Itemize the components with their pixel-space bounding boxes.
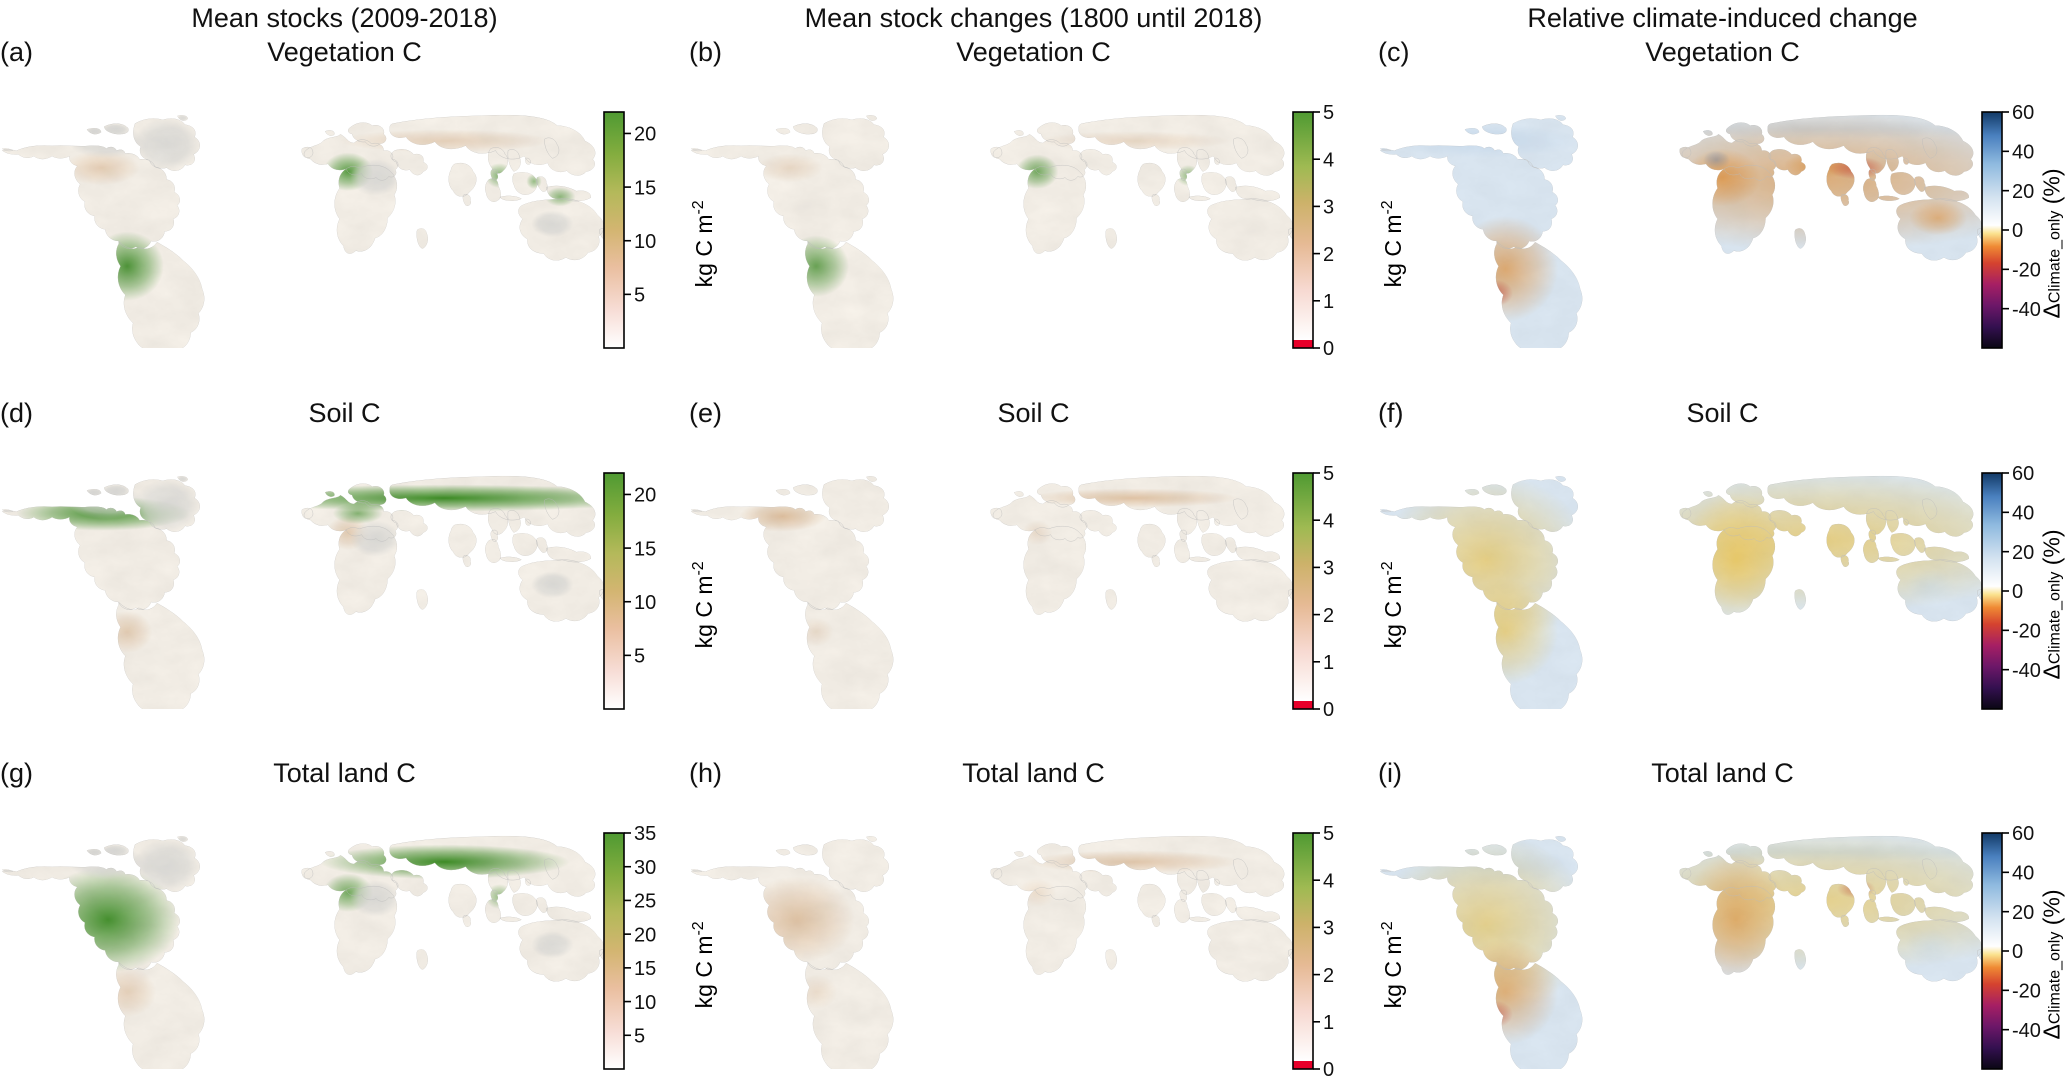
svg-text:60: 60 [2012, 102, 2034, 124]
svg-text:60: 60 [2012, 823, 2034, 845]
svg-text:5: 5 [1323, 823, 1334, 845]
svg-text:40: 40 [2012, 142, 2034, 164]
svg-text:20: 20 [2012, 902, 2034, 924]
svg-text:-20: -20 [2012, 260, 2041, 282]
svg-text:-20: -20 [2012, 981, 2041, 1003]
svg-text:30: 30 [634, 857, 656, 879]
svg-text:3: 3 [1323, 197, 1334, 219]
svg-text:5: 5 [1323, 463, 1334, 485]
svg-text:10: 10 [634, 592, 656, 614]
svg-text:4: 4 [1323, 149, 1334, 171]
svg-text:15: 15 [634, 538, 656, 560]
svg-text:0: 0 [2012, 220, 2023, 242]
svg-text:1: 1 [1323, 1012, 1334, 1034]
svg-text:1: 1 [1323, 291, 1334, 313]
svg-text:10: 10 [634, 231, 656, 253]
svg-text:-20: -20 [2012, 621, 2041, 643]
svg-text:3: 3 [1323, 918, 1334, 940]
svg-text:40: 40 [2012, 863, 2034, 885]
svg-text:20: 20 [634, 924, 656, 946]
svg-text:2: 2 [1323, 244, 1334, 266]
svg-text:3: 3 [1323, 558, 1334, 580]
svg-text:35: 35 [634, 823, 656, 845]
svg-text:5: 5 [1323, 102, 1334, 124]
svg-text:-40: -40 [2012, 1020, 2041, 1042]
svg-text:4: 4 [1323, 510, 1334, 532]
svg-text:10: 10 [634, 992, 656, 1014]
svg-text:5: 5 [634, 285, 645, 307]
svg-text:20: 20 [2012, 181, 2034, 203]
svg-text:20: 20 [2012, 542, 2034, 564]
svg-text:0: 0 [1323, 699, 1334, 721]
svg-text:-40: -40 [2012, 299, 2041, 321]
svg-text:2: 2 [1323, 965, 1334, 987]
svg-text:0: 0 [1323, 1059, 1334, 1076]
svg-text:60: 60 [2012, 463, 2034, 485]
svg-text:15: 15 [634, 177, 656, 199]
svg-text:15: 15 [634, 958, 656, 980]
svg-text:25: 25 [634, 891, 656, 913]
svg-text:-40: -40 [2012, 660, 2041, 682]
svg-text:20: 20 [634, 124, 656, 146]
svg-text:5: 5 [634, 646, 645, 668]
svg-text:0: 0 [1323, 338, 1334, 360]
svg-text:0: 0 [2012, 941, 2023, 963]
svg-text:40: 40 [2012, 503, 2034, 525]
svg-text:2: 2 [1323, 605, 1334, 627]
svg-text:1: 1 [1323, 652, 1334, 674]
svg-text:4: 4 [1323, 870, 1334, 892]
svg-text:5: 5 [634, 1025, 645, 1047]
svg-text:20: 20 [634, 485, 656, 507]
svg-text:0: 0 [2012, 581, 2023, 603]
